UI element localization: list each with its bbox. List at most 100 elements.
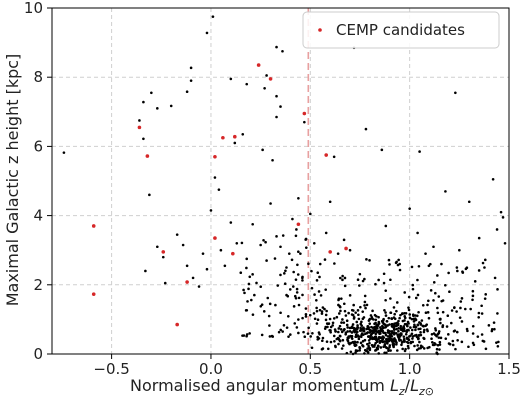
cemp-candidate-point (137, 125, 142, 130)
data-point (360, 320, 363, 324)
data-point (406, 320, 410, 324)
data-point (383, 308, 386, 312)
data-point (245, 266, 248, 270)
data-point (304, 246, 308, 249)
data-point (364, 306, 367, 310)
data-point (142, 137, 145, 141)
data-point (288, 288, 292, 291)
data-point (336, 336, 340, 340)
data-point (487, 324, 491, 327)
data-point (373, 313, 377, 317)
x-tick-label: 1.0 (398, 360, 422, 378)
cemp-candidate-point (161, 250, 166, 254)
data-point (265, 259, 268, 262)
data-point (245, 82, 249, 86)
data-point (338, 339, 342, 343)
data-point (377, 322, 381, 325)
data-point (318, 262, 322, 266)
data-point (286, 294, 290, 298)
data-point (473, 280, 477, 283)
data-point (377, 278, 380, 282)
data-point (482, 340, 486, 343)
data-point (395, 341, 398, 345)
data-point (325, 340, 329, 343)
data-point (290, 258, 294, 262)
data-point (483, 266, 486, 269)
data-point (310, 286, 314, 290)
data-point (416, 323, 420, 327)
data-point (417, 337, 420, 341)
data-point (175, 233, 179, 236)
data-point (454, 347, 457, 351)
data-point (235, 241, 239, 245)
data-point (458, 316, 462, 319)
data-point (427, 316, 431, 320)
data-point (213, 176, 217, 179)
data-point (481, 261, 485, 265)
data-point (477, 236, 481, 240)
data-point (362, 326, 365, 329)
data-point (281, 234, 285, 237)
data-point (312, 241, 316, 245)
data-point (369, 314, 373, 317)
data-point (354, 335, 358, 339)
legend: CEMP candidates (302, 11, 500, 49)
data-point (245, 257, 249, 261)
data-point (492, 321, 496, 324)
data-point (359, 341, 363, 345)
data-point (169, 104, 173, 108)
legend-entry-cemp: CEMP candidates (336, 21, 465, 39)
data-point (358, 284, 361, 287)
data-point (332, 317, 336, 320)
data-point (380, 148, 384, 152)
data-point (447, 333, 450, 336)
data-point (295, 291, 299, 294)
data-point (424, 252, 427, 255)
data-point (294, 296, 298, 300)
data-point (480, 333, 484, 336)
data-point (356, 309, 360, 312)
data-point (379, 346, 383, 349)
data-point (201, 252, 205, 255)
data-point (448, 290, 451, 294)
data-point (440, 299, 443, 303)
data-point (323, 258, 327, 261)
data-point (369, 337, 372, 340)
data-point (326, 325, 329, 329)
data-point (392, 332, 396, 336)
data-point (277, 330, 281, 334)
data-point (355, 327, 359, 331)
data-point (287, 335, 290, 338)
data-point (356, 324, 359, 327)
data-point (497, 340, 500, 344)
data-point (422, 328, 426, 332)
cemp-candidate-point (213, 236, 217, 240)
data-point (352, 315, 356, 319)
data-point (375, 326, 378, 329)
data-point (418, 321, 421, 324)
cemp-candidate-point (344, 246, 348, 251)
data-point (399, 324, 403, 328)
x-axis-label-sub: z (398, 385, 405, 398)
data-point (409, 340, 413, 344)
data-point (265, 74, 268, 77)
data-point (496, 288, 499, 291)
data-point (401, 312, 404, 315)
data-point (358, 346, 361, 349)
data-point (376, 344, 380, 348)
data-point (358, 349, 361, 352)
data-point (357, 337, 361, 341)
data-point (337, 330, 340, 334)
data-point (315, 322, 319, 325)
data-point (467, 200, 471, 204)
data-point (370, 317, 374, 320)
data-point (503, 241, 507, 245)
data-point (371, 309, 374, 313)
data-point (144, 269, 147, 273)
data-point (382, 326, 385, 330)
data-point (294, 234, 298, 238)
data-point (361, 279, 365, 283)
data-point (446, 314, 450, 318)
data-point (460, 297, 464, 300)
data-point (471, 324, 475, 328)
